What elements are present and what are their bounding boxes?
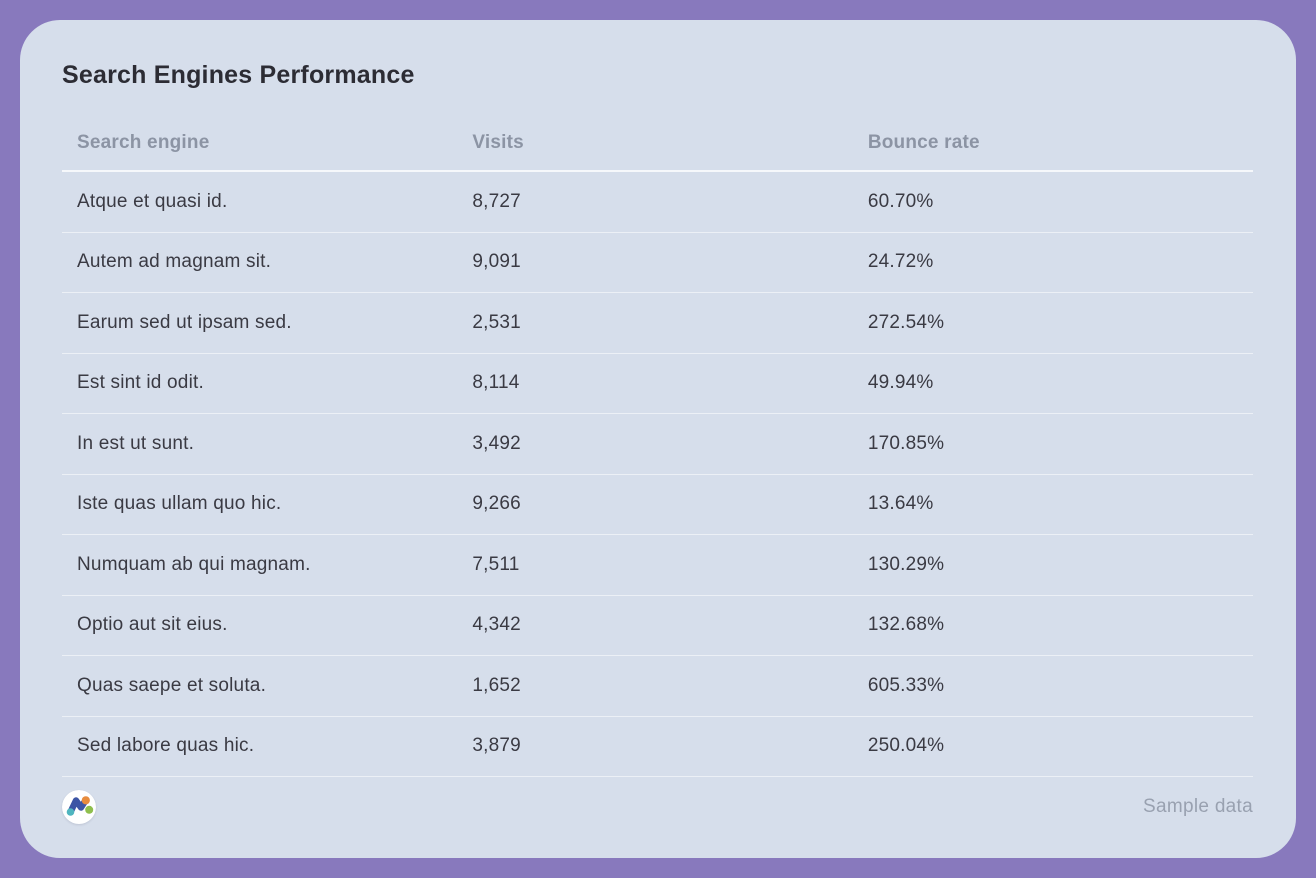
cell-bounce-rate: 130.29%: [867, 553, 945, 575]
cell-search-engine: Iste quas ullam quo hic.: [77, 493, 282, 515]
cell-visits: 8,727: [472, 190, 521, 212]
cell-visits: 3,492: [472, 432, 521, 454]
table-row: Quas saepe et soluta. 1,652 605.33%: [62, 656, 1253, 717]
table-row: Sed labore quas hic. 3,879 250.04%: [62, 717, 1253, 777]
cell-bounce-rate: 272.54%: [867, 311, 945, 333]
cell-search-engine: Autem ad magnam sit.: [77, 251, 272, 273]
table-row: Optio aut sit eius. 4,342 132.68%: [62, 596, 1253, 656]
brand-m-logo-icon: [62, 790, 96, 824]
performance-table: Search engine Visits Bounce rate Atque e…: [62, 116, 1253, 777]
cell-bounce-rate: 250.04%: [867, 735, 945, 757]
cell-search-engine: Optio aut sit eius.: [77, 614, 228, 636]
cell-bounce-rate: 13.64%: [867, 493, 934, 515]
cell-search-engine: Earum sed ut ipsam sed.: [77, 311, 292, 333]
cell-bounce-rate: 170.85%: [867, 432, 945, 454]
table-row: Est sint id odit. 8,114 49.94%: [62, 354, 1253, 414]
cell-search-engine: Numquam ab qui magnam.: [77, 553, 311, 575]
table-row: In est ut sunt. 3,492 170.85%: [62, 414, 1253, 475]
sample-data-label: Sample data: [1143, 796, 1253, 817]
table-row: Atque et quasi id. 8,727 60.70%: [62, 172, 1253, 233]
cell-visits: 3,879: [472, 735, 521, 757]
cell-bounce-rate: 24.72%: [867, 251, 934, 273]
widget-footer: Sample data: [62, 777, 1253, 837]
cell-bounce-rate: 132.68%: [867, 614, 945, 636]
widget-title: Search Engines Performance: [62, 61, 415, 89]
table-row: Numquam ab qui magnam. 7,511 130.29%: [62, 535, 1253, 596]
cell-search-engine: In est ut sunt.: [77, 432, 195, 454]
widget-card: Search Engines Performance Search engine…: [20, 20, 1296, 858]
cell-search-engine: Quas saepe et soluta.: [77, 674, 267, 696]
column-header-visits: Visits: [472, 132, 524, 153]
cell-visits: 4,342: [472, 614, 521, 636]
cell-visits: 2,531: [472, 311, 521, 333]
cell-visits: 7,511: [472, 553, 520, 575]
table-row: Autem ad magnam sit. 9,091 24.72%: [62, 233, 1253, 293]
table-body: Atque et quasi id. 8,727 60.70% Autem ad ma…: [62, 172, 1253, 777]
cell-search-engine: Atque et quasi id.: [77, 190, 228, 212]
table-row: Iste quas ullam quo hic. 9,266 13.64%: [62, 475, 1253, 535]
cell-bounce-rate: 605.33%: [867, 674, 945, 696]
cell-search-engine: Sed labore quas hic.: [77, 735, 255, 757]
table-header-row: Search engine Visits Bounce rate: [62, 116, 1253, 172]
cell-visits: 9,266: [472, 493, 521, 515]
table-row: Earum sed ut ipsam sed. 2,531 272.54%: [62, 293, 1253, 354]
cell-bounce-rate: 49.94%: [867, 372, 934, 394]
cell-visits: 1,652: [472, 674, 521, 696]
column-header-search-engine: Search engine: [77, 132, 210, 153]
cell-visits: 9,091: [472, 251, 521, 273]
cell-bounce-rate: 60.70%: [867, 190, 934, 212]
cell-search-engine: Est sint id odit.: [77, 372, 204, 394]
cell-visits: 8,114: [472, 372, 520, 394]
column-header-bounce-rate: Bounce rate: [867, 132, 980, 153]
